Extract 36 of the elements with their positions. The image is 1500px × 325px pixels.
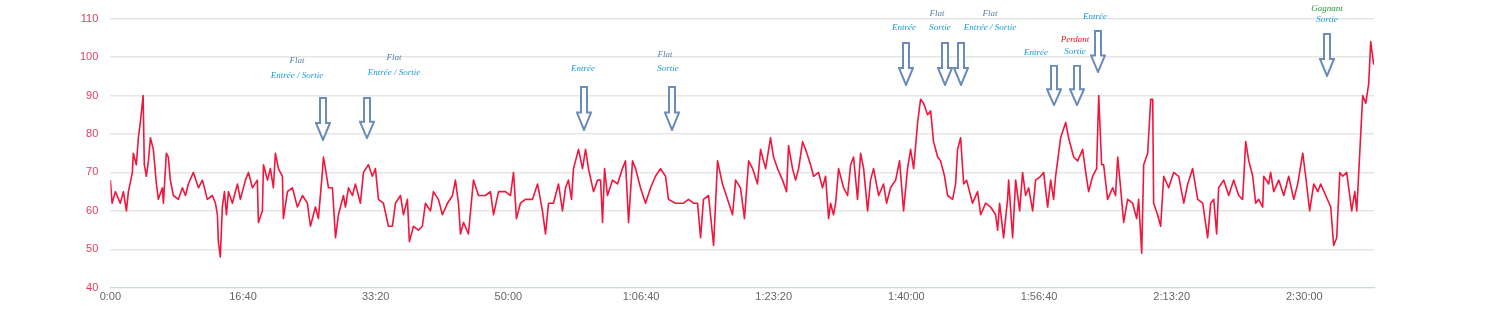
annotation: Sortie	[1316, 14, 1338, 25]
annotation: Entrée	[891, 22, 916, 33]
x-tick-label: 0:00	[99, 290, 122, 303]
text: Flat	[928, 8, 945, 19]
annotation: Flat	[656, 49, 673, 60]
y-tick-label: 90	[86, 88, 99, 101]
x-tick-label: 1:06:40	[622, 290, 660, 303]
x-tick-label: 33:20	[361, 290, 390, 303]
text: Gagnant	[1311, 3, 1344, 14]
y-tick-label: 100	[79, 50, 99, 63]
y-tick-label: 70	[86, 165, 99, 178]
y-tick-label: 40	[86, 280, 99, 293]
annotation: Sortie	[657, 63, 679, 74]
x-tick-label: 1:40:00	[888, 290, 925, 303]
text: Flat	[981, 8, 998, 19]
annotation: Sortie	[929, 22, 951, 33]
x-tick-label: 1:56:40	[1020, 290, 1058, 303]
annotation: Entrée	[1082, 11, 1107, 22]
annotation: Entrée / Sortie	[962, 22, 1017, 33]
x-tick-label: 2:30:00	[1286, 290, 1323, 303]
x-tick-label: 1:23:20	[755, 290, 793, 303]
annotation: Sortie	[1064, 46, 1086, 57]
x-tick-label: 2:13:20	[1153, 290, 1191, 303]
annotation: Entrée / Sortie	[269, 70, 324, 81]
annotation: Entrée	[570, 63, 595, 74]
y-tick-label: 60	[86, 203, 99, 216]
annotation: Flat	[288, 55, 305, 66]
x-tick-label: 50:00	[494, 290, 523, 303]
y-tick-label: 110	[80, 11, 99, 24]
x-tick-label: 16:40	[229, 290, 257, 303]
annotation: Flat	[385, 52, 402, 63]
y-tick-label: 80	[86, 127, 99, 139]
annotation: Perdant	[1059, 34, 1090, 45]
annotation: Entrée	[1023, 47, 1048, 58]
y-tick-label: 50	[86, 242, 99, 255]
annotation: Entrée / Sortie	[366, 67, 421, 78]
